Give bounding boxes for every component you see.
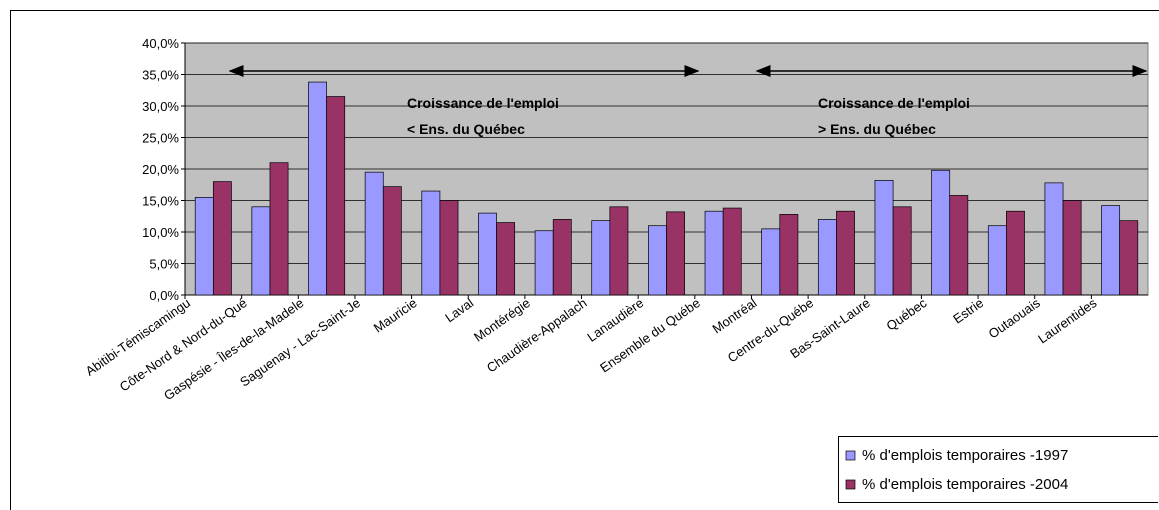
bar xyxy=(251,206,271,296)
bar xyxy=(666,211,685,296)
y-tick-label: 20,0% xyxy=(142,162,179,177)
legend-box xyxy=(838,436,1158,503)
bar xyxy=(761,228,781,296)
bar xyxy=(648,225,667,296)
y-tick-label: 35,0% xyxy=(142,68,179,83)
legend: % d'emplois temporaires -1997 % d'emplois… xyxy=(838,436,1158,503)
bar xyxy=(534,230,554,296)
annotation: > Ens. du Québec xyxy=(818,121,936,137)
y-tick-label: 10,0% xyxy=(142,225,179,240)
bar xyxy=(874,179,894,296)
y-tick-label: 0,0% xyxy=(149,288,179,303)
bar xyxy=(269,162,289,296)
y-tick-label: 5,0% xyxy=(149,257,179,272)
bar xyxy=(364,171,384,296)
annotation: Croissance de l'emploi xyxy=(818,95,970,111)
bar xyxy=(496,222,516,296)
bar xyxy=(552,219,572,296)
legend-swatch xyxy=(845,450,856,461)
bar xyxy=(949,195,969,296)
bar xyxy=(326,96,346,296)
bar xyxy=(987,225,1007,296)
bar xyxy=(1006,210,1025,296)
bar xyxy=(931,169,951,296)
legend-label: % d'emplois temporaires -1997 xyxy=(862,447,1068,464)
bar xyxy=(704,210,724,296)
bar xyxy=(1119,220,1139,296)
legend-label: % d'emplois temporaires -2004 xyxy=(862,476,1068,493)
bar xyxy=(836,210,855,296)
annotation: Croissance de l'emploi xyxy=(407,95,559,111)
bar xyxy=(779,214,799,296)
legend-swatch xyxy=(845,479,856,490)
y-tick-label: 40,0% xyxy=(142,36,179,51)
bar xyxy=(421,190,441,296)
y-tick-label: 15,0% xyxy=(142,194,179,209)
bar xyxy=(308,81,327,296)
bar xyxy=(194,197,214,296)
bar xyxy=(892,206,912,296)
bar xyxy=(478,212,497,296)
bar xyxy=(1044,182,1064,296)
bar xyxy=(1101,205,1121,296)
bar xyxy=(382,186,402,296)
y-tick-label: 25,0% xyxy=(142,131,179,146)
bar xyxy=(591,220,611,296)
y-tick-label: 30,0% xyxy=(142,99,179,114)
annotation: < Ens. du Québec xyxy=(407,121,525,137)
bar xyxy=(439,200,459,296)
bar xyxy=(817,219,837,296)
bar xyxy=(1062,200,1082,296)
bar xyxy=(722,207,742,296)
bar xyxy=(609,206,629,296)
bar xyxy=(212,181,232,296)
bars xyxy=(194,81,1139,296)
